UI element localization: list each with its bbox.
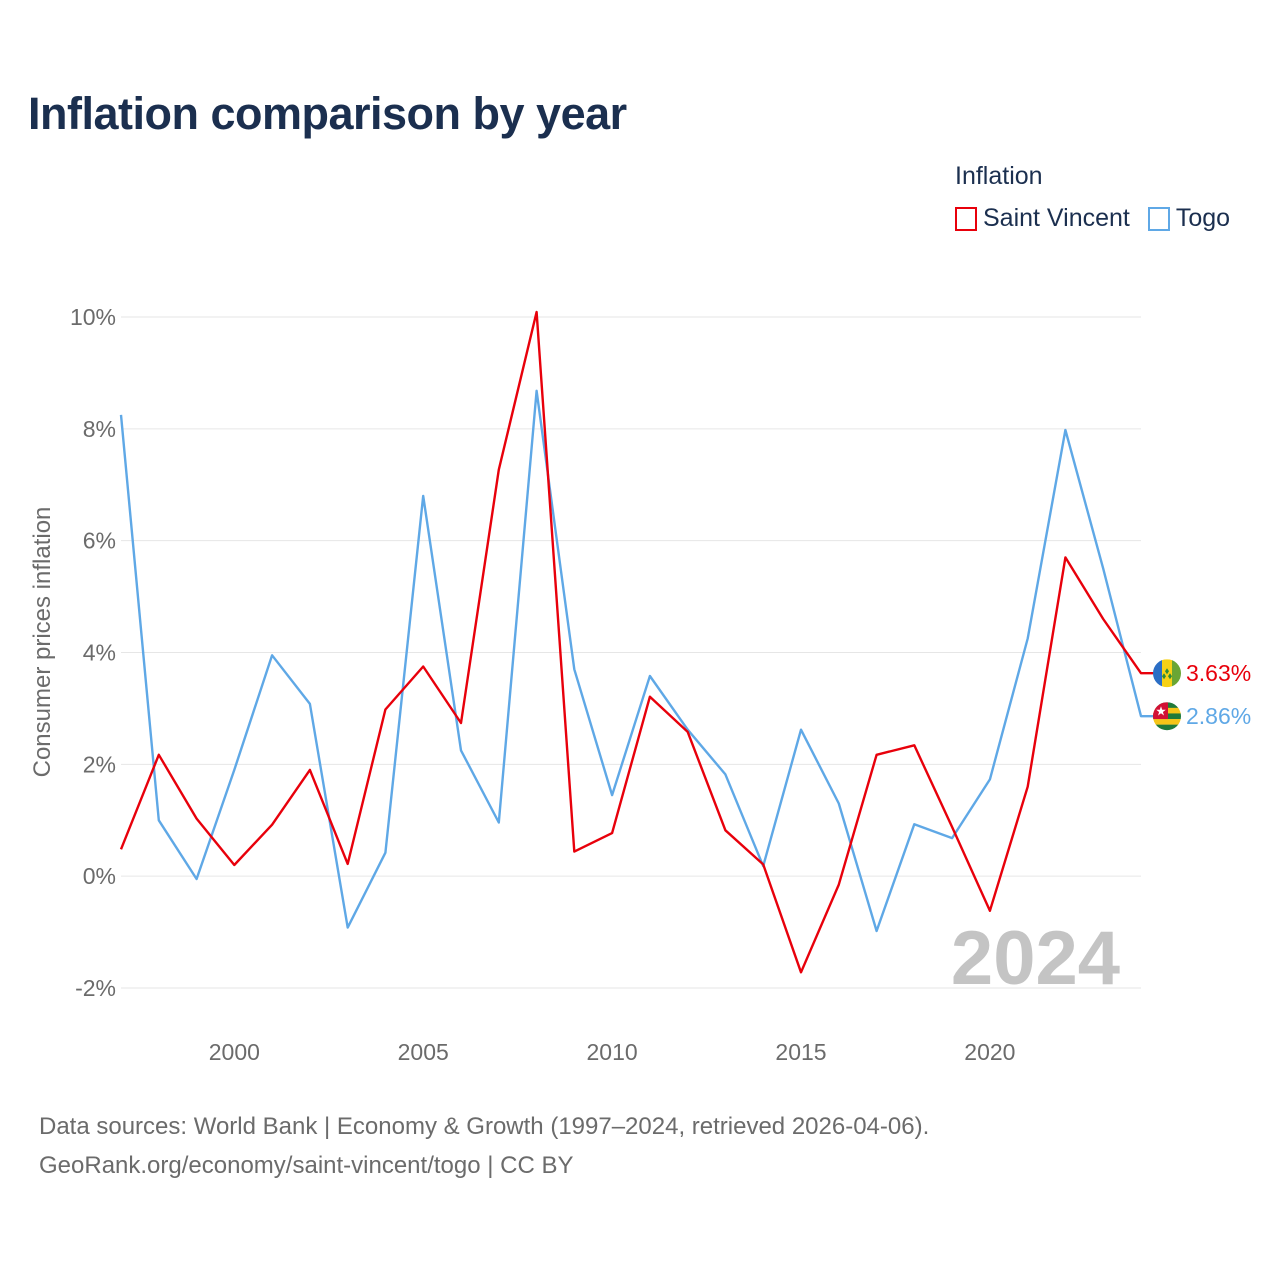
footer: Data sources: World Bank | Economy & Gro… <box>39 1107 929 1185</box>
x-tick-label: 2020 <box>964 1039 1015 1065</box>
x-tick-label: 2005 <box>398 1039 449 1065</box>
y-tick-labels: -2% 0% 2% 4% 6% 8% 10% <box>70 304 116 1001</box>
y-tick-label: 2% <box>83 751 116 777</box>
series-line-saint-vincent <box>119 310 1158 974</box>
series-line-togo <box>119 389 1158 933</box>
legend-swatch-togo <box>1147 206 1170 231</box>
legend: Saint Vincent Togo <box>955 204 1230 233</box>
legend-label-togo: Togo <box>1175 204 1231 232</box>
series-lines <box>119 310 1158 974</box>
year-watermark: 2024 <box>951 916 1120 1001</box>
y-tick-label: 8% <box>83 416 116 442</box>
y-tick-label: -2% <box>75 975 116 1001</box>
gridlines <box>121 316 1141 989</box>
x-tick-label: 2000 <box>209 1039 260 1065</box>
x-tick-labels: 2000 2005 2010 2015 2020 <box>209 1039 1016 1065</box>
x-tick-label: 2010 <box>587 1039 638 1065</box>
legend-title: Inflation <box>955 162 1043 190</box>
legend-label-saint-vincent: Saint Vincent <box>983 204 1130 232</box>
y-tick-label: 10% <box>70 304 116 330</box>
y-tick-label: 4% <box>83 640 116 666</box>
footer-credit: GeoRank.org/economy/saint-vincent/togo |… <box>39 1152 574 1179</box>
x-tick-label: 2015 <box>775 1039 826 1065</box>
saint-vincent-flag-icon <box>1153 659 1181 688</box>
end-label-togo: 2.86% <box>1186 703 1251 729</box>
y-axis-label: Consumer prices inflation <box>29 507 56 778</box>
togo-flag-icon <box>1153 702 1181 731</box>
chart-title: Inflation comparison by year <box>28 88 627 139</box>
end-label-saint-vincent: 3.63% <box>1186 660 1251 686</box>
legend-item-togo[interactable]: Togo <box>1147 204 1231 233</box>
y-tick-label: 0% <box>83 863 116 889</box>
footer-sources: Data sources: World Bank | Economy & Gro… <box>39 1113 930 1140</box>
legend-swatch-saint-vincent <box>955 206 977 231</box>
y-tick-label: 6% <box>83 528 116 554</box>
end-labels: 3.63% 2.86% <box>1153 659 1251 731</box>
legend-item-saint-vincent[interactable]: Saint Vincent <box>955 204 1130 233</box>
